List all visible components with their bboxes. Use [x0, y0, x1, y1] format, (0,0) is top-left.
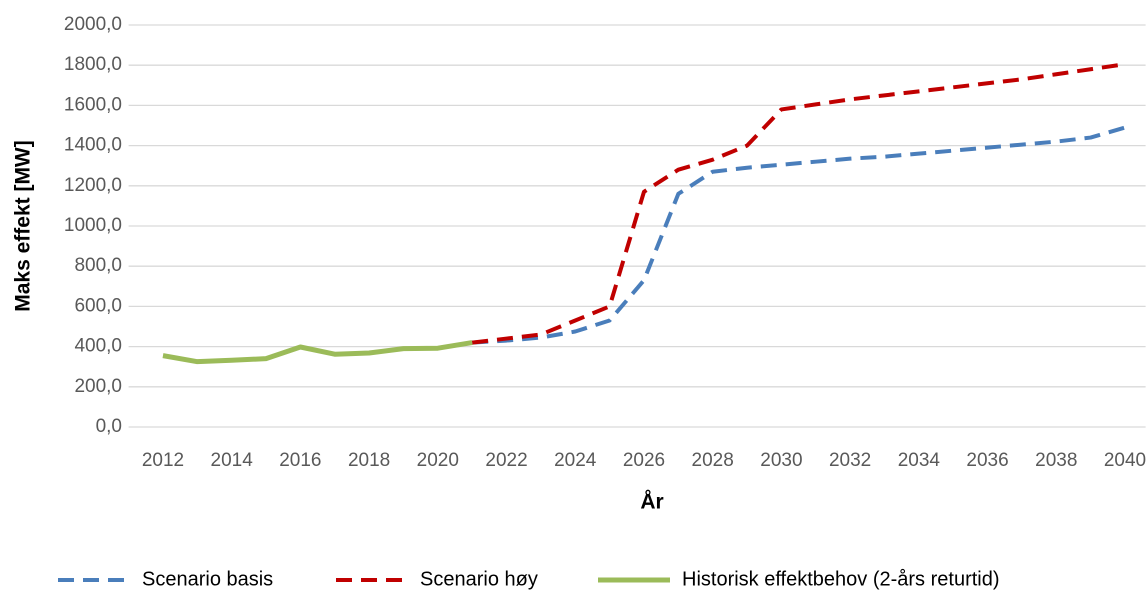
x-tick-label: 2030 [760, 450, 802, 471]
y-axis-title: Maks effekt [MW] [12, 140, 35, 312]
y-tick-label: 1200,0 [64, 175, 122, 196]
y-tick-label: 200,0 [74, 376, 122, 397]
x-tick-label: 2032 [829, 450, 871, 471]
legend-label: Scenario basis [142, 568, 273, 590]
x-tick-label: 2026 [623, 450, 665, 471]
y-tick-label: 1400,0 [64, 135, 122, 156]
y-tick-label: 600,0 [74, 295, 122, 316]
y-tick-label: 1000,0 [64, 215, 122, 236]
x-axis-title: År [640, 490, 663, 514]
y-tick-label: 1800,0 [64, 54, 122, 75]
series-line [471, 62, 1126, 345]
x-tick-label: 2020 [417, 450, 459, 471]
x-tick-label: 2034 [898, 450, 941, 471]
x-tick-label: 2022 [485, 450, 527, 471]
series-line [162, 340, 473, 365]
x-tick-label: 2024 [554, 450, 597, 471]
x-tick-label: 2016 [279, 450, 321, 471]
x-tick-label: 2040 [1104, 450, 1146, 471]
y-tick-label: 400,0 [74, 336, 122, 357]
x-tick-label: 2038 [1035, 450, 1077, 471]
legend-label: Historisk effektbehov (2-års returtid) [682, 568, 1000, 590]
series-line [472, 125, 1126, 345]
y-tick-label: 1600,0 [64, 94, 122, 115]
x-tick-label: 2012 [142, 450, 184, 471]
legend-label: Scenario høy [420, 568, 538, 590]
y-tick-label: 2000,0 [64, 14, 122, 35]
y-tick-label: 0,0 [96, 416, 122, 437]
x-tick-label: 2028 [692, 450, 734, 471]
x-tick-label: 2036 [966, 450, 1008, 471]
y-tick-label: 800,0 [74, 255, 122, 276]
x-tick-label: 2018 [348, 450, 390, 471]
x-tick-label: 2014 [211, 450, 254, 471]
